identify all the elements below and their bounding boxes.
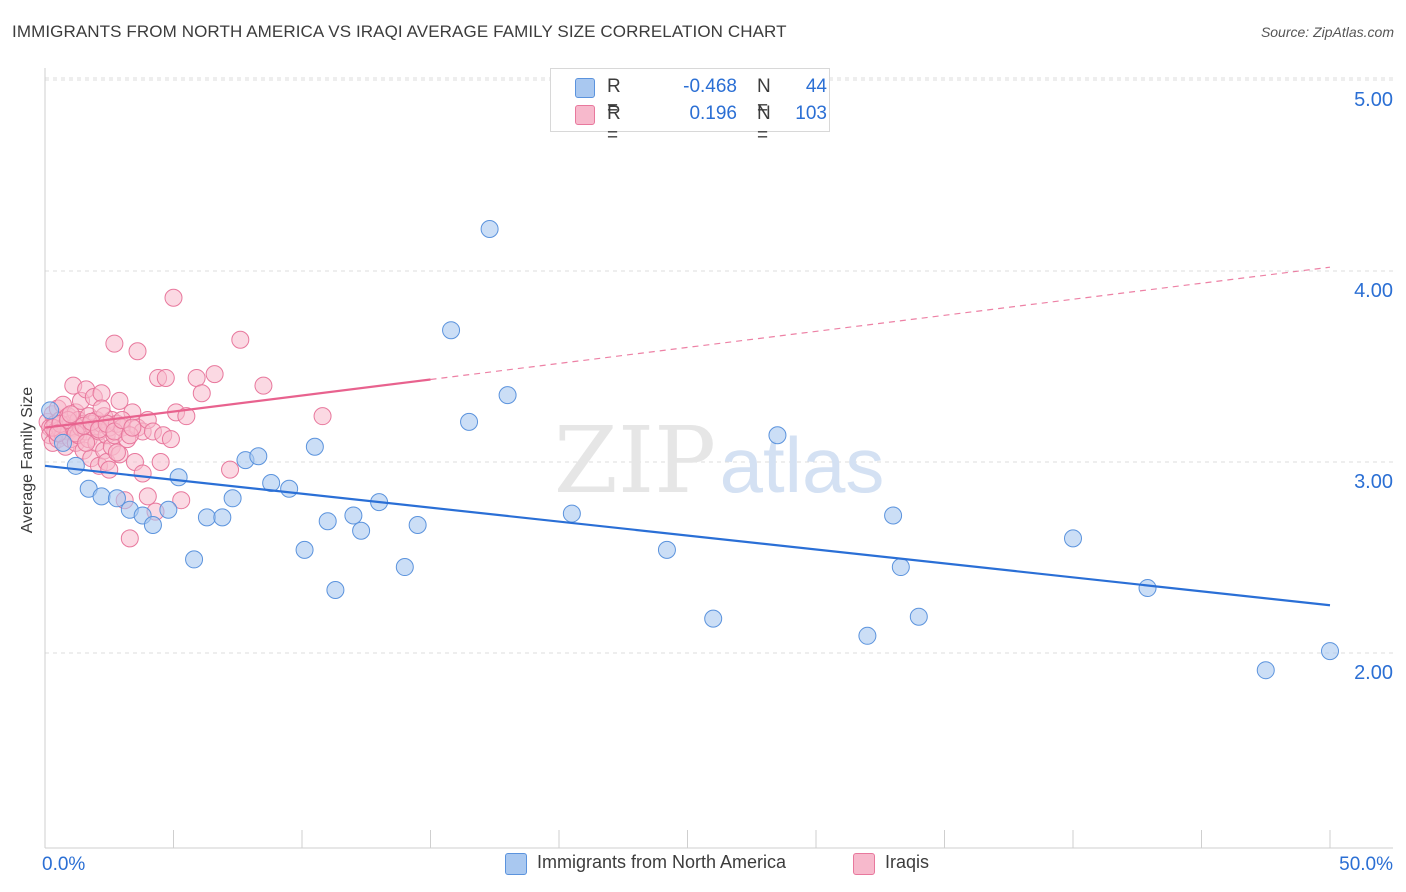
legend-label: Iraqis [885,852,930,872]
r-label: R = [607,103,621,146]
north-america-point [41,401,60,420]
north-america-point [352,521,371,540]
iraqis-point [61,405,80,424]
watermark-zip: ZIP [554,407,716,514]
north-america-point [1138,579,1157,598]
north-america-point [280,479,299,498]
y-tick-label: 3.00 [1354,471,1393,493]
iraqis-point [128,342,147,361]
north-america-point [169,468,188,487]
iraqis-point [100,460,119,479]
north-america-point [909,607,928,626]
y-tick-label: 2.00 [1354,662,1393,684]
north-america-point [92,487,111,506]
iraqis-point [133,464,152,483]
iraqis-trend-extension [430,266,1331,381]
iraqis-point [105,334,124,353]
y-tick-label: 5.00 [1354,89,1393,111]
iraqis-point [231,330,250,349]
iraqis-point [120,529,139,548]
iraqis-points [38,288,332,548]
north-america-point [159,500,178,519]
r-value: -0.468 [683,76,737,97]
iraqis-point [110,391,129,410]
north-america-point [295,540,314,559]
iraqis-point [177,407,196,426]
north-america-point [197,508,216,527]
north-america-point [249,447,268,466]
iraqis-point [123,418,142,437]
gridlines [45,77,1393,654]
iraqis-trend-line [44,378,431,429]
n-label: N = [757,103,771,146]
north-america-point [704,609,723,628]
n-value: 103 [795,103,827,124]
north-america-point [223,489,242,508]
chart-title: IMMIGRANTS FROM NORTH AMERICA VS IRAQI A… [12,22,787,41]
north-america-point [53,433,72,452]
north-america-trend-line [44,464,1331,607]
north-america-point [213,508,232,527]
iraqis-point [187,368,206,387]
north-america-point [185,550,204,569]
north-america-point [262,474,281,493]
r-label: R = [607,76,621,119]
legend-label: Immigrants from North America [537,852,787,872]
axes [44,68,1393,849]
iraqis-point [205,365,224,384]
north-america-point [344,506,363,525]
source-label: Source: ZipAtlas.com [1260,24,1394,40]
y-tick-label: 4.00 [1354,280,1393,302]
pink-swatch [575,105,595,125]
n-label: N = [757,76,771,119]
north-america-point [326,580,345,599]
north-america-point [498,386,517,405]
north-america-point [562,504,581,523]
iraqis-point [151,453,170,471]
iraqis-point [107,443,126,462]
x-tick-label: 0.0% [42,854,85,875]
north-america-point [305,437,324,456]
north-america-point [460,412,479,431]
north-america-point [884,506,903,525]
north-america-point [143,516,162,535]
north-america-point [891,558,910,577]
iraqis-point [313,407,332,426]
north-america-point [66,456,85,475]
tick-labels: 2.00 3.00 4.00 5.00 0.0% 50.0% [42,89,1393,875]
iraqis-point [221,460,240,479]
iraqis-point [92,399,111,418]
north-america-point [1256,661,1275,680]
blue-swatch [505,853,527,875]
stats-legend: R = -0.468 N = 44 R = 0.196 N = 103 [550,68,830,146]
iraqis-point [172,491,191,510]
iraqis-point [138,487,157,506]
watermark-atlas: atlas [720,421,885,509]
north-america-point [408,516,427,535]
north-america-point [768,426,787,445]
iraqis-point [161,430,180,449]
iraqis-point [92,384,111,403]
trend-lines [44,266,1331,607]
north-america-point [480,219,499,238]
north-america-point [395,558,414,577]
north-america-point [657,540,676,559]
blue-swatch [575,78,595,98]
north-america-point [318,512,337,531]
iraqis-point [156,368,175,387]
r-value: 0.196 [689,103,737,124]
north-america-point [858,626,877,645]
x-tick-label: 50.0% [1339,854,1393,875]
pink-swatch [853,853,875,875]
iraqis-point [254,376,273,395]
iraqis-point [77,433,96,452]
north-america-point [1321,642,1339,661]
iraqis-point [192,384,211,403]
iraqis-point [164,288,183,307]
north-america-point [107,489,126,508]
n-value: 44 [805,76,827,97]
north-america-point [442,321,461,340]
north-america-point [1064,529,1082,548]
